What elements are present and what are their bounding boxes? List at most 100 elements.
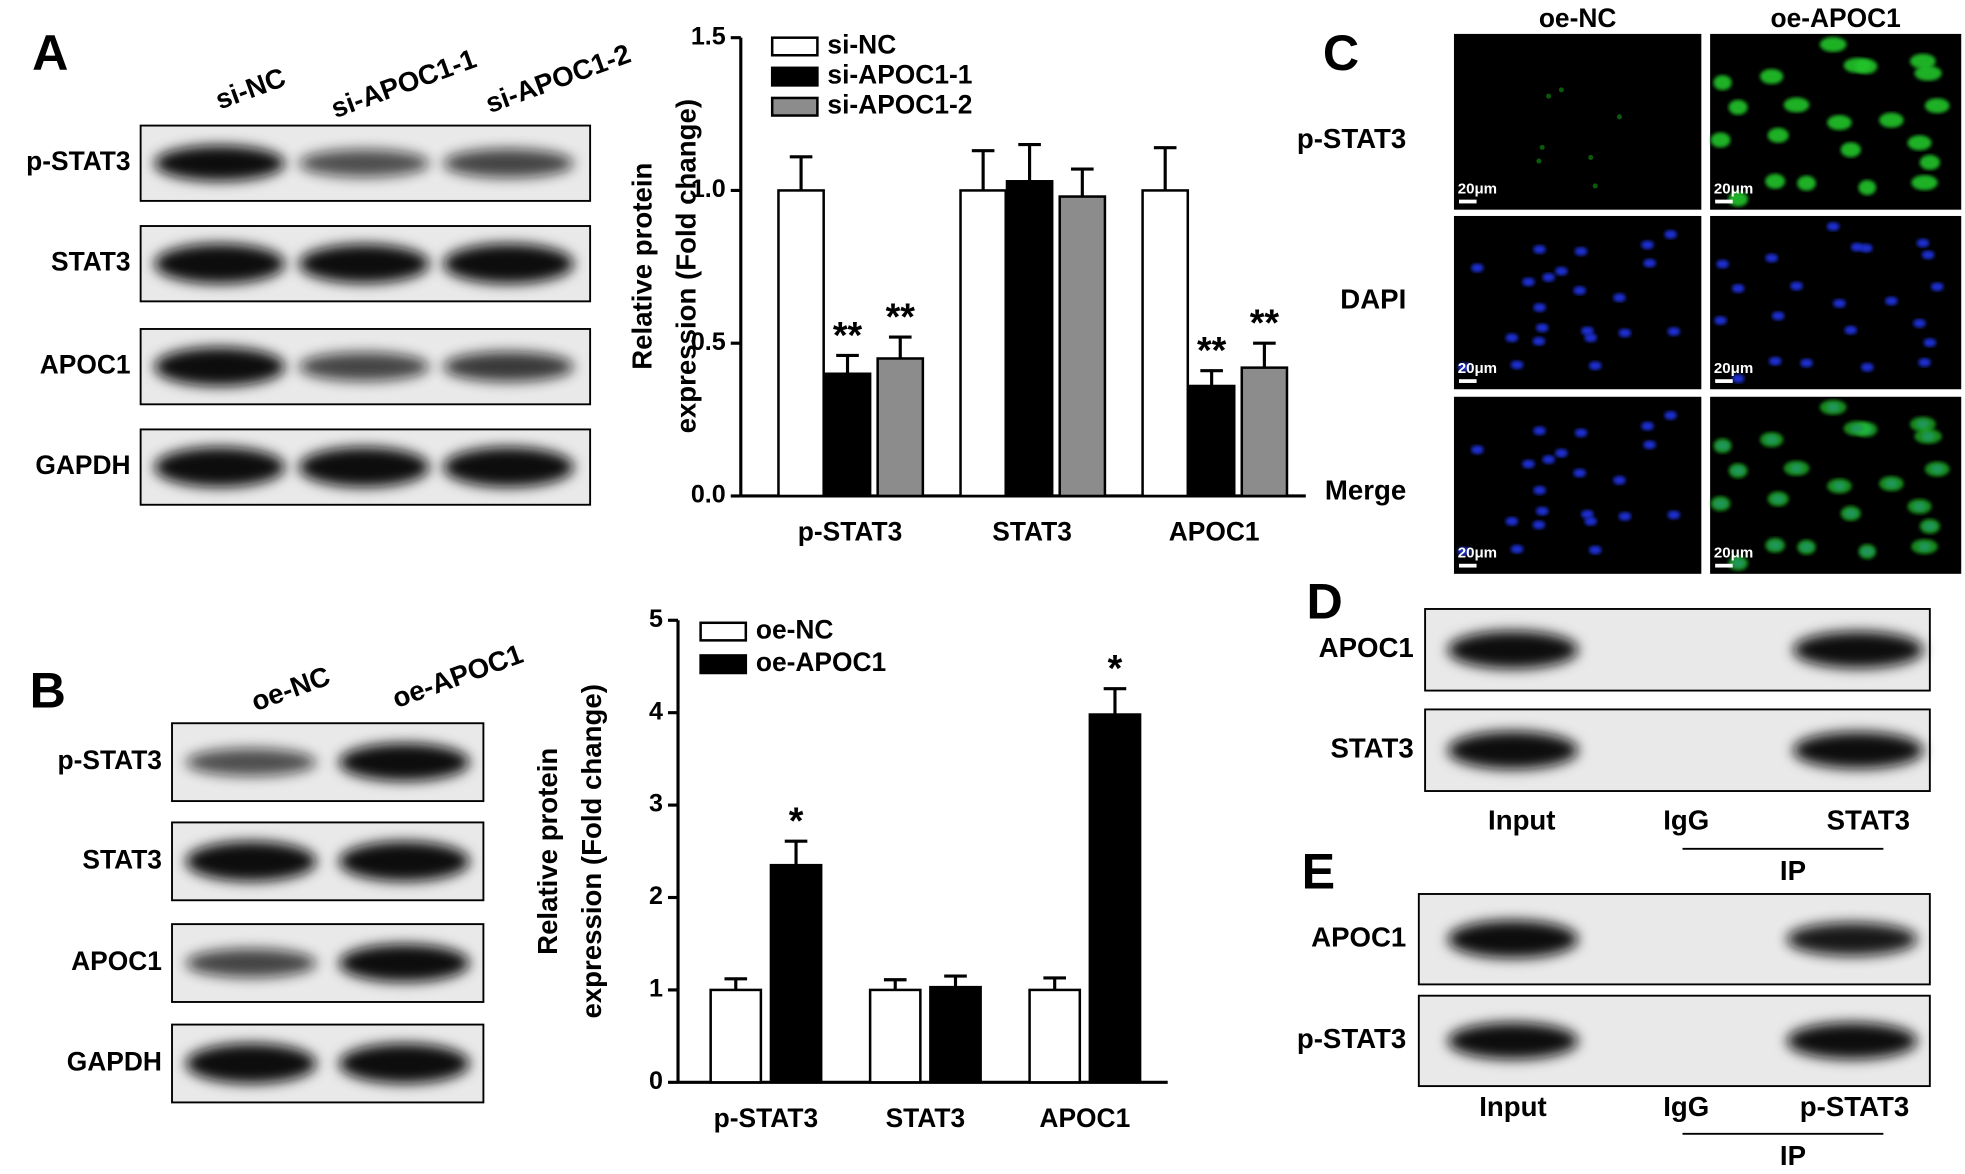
nucleus (1643, 440, 1656, 450)
nucleus (1555, 266, 1568, 276)
significance: ** (833, 314, 863, 356)
bar (1088, 713, 1142, 1084)
band (1447, 920, 1579, 959)
scale-label: 20μm (1714, 545, 1753, 562)
y-tick-label: 0 (649, 1067, 663, 1095)
nucleus (1471, 445, 1484, 455)
band (1792, 631, 1924, 669)
row-label: Merge (1325, 474, 1406, 505)
x-tick-label: STAT3 (886, 1103, 966, 1133)
band (185, 948, 317, 978)
legend-swatch (699, 621, 748, 642)
nucleus (1613, 293, 1626, 303)
cell (1536, 158, 1542, 164)
panel-letter: E (1302, 843, 1336, 899)
nucleus (1643, 258, 1656, 268)
nucleus (1542, 455, 1555, 464)
significance: ** (886, 295, 916, 337)
nucleus (1714, 316, 1727, 325)
row-label: APOC1 (1319, 632, 1414, 663)
x-tick-label: APOC1 (1039, 1103, 1130, 1133)
band (154, 447, 286, 488)
nucleus (1535, 506, 1549, 516)
cell (1588, 154, 1594, 161)
lane-label: si-NC (211, 61, 289, 115)
cell (1728, 191, 1749, 207)
band (443, 351, 574, 382)
band (185, 841, 317, 882)
scale-bar (1458, 199, 1477, 204)
cell (1710, 496, 1731, 512)
panel-letter: A (32, 25, 68, 81)
bar (1141, 189, 1190, 498)
nucleus (1618, 328, 1632, 338)
cell (1827, 115, 1852, 131)
error-bar (1018, 143, 1041, 182)
band (185, 1043, 317, 1084)
x-tick-label: STAT3 (992, 517, 1072, 547)
band (443, 243, 574, 284)
row-label: APOC1 (71, 946, 162, 976)
bar (777, 189, 825, 498)
error-bar (971, 149, 995, 191)
scale-label: 20μm (1714, 181, 1753, 198)
nucleus (1573, 286, 1586, 295)
lane-label: IgG (1663, 1091, 1709, 1122)
cell (1819, 399, 1847, 415)
image (1453, 215, 1702, 390)
nucleus (1921, 250, 1935, 260)
error-bar (724, 977, 748, 990)
y-axis-label: Relative protein (532, 748, 563, 955)
image (1453, 33, 1702, 210)
lane-label: oe-APOC1 (388, 638, 527, 714)
lane-label: Input (1479, 1091, 1546, 1122)
cell (1914, 65, 1942, 81)
nucleus (1790, 281, 1803, 291)
cell (1909, 53, 1936, 69)
nucleus (1532, 520, 1546, 530)
lane-label: p-STAT3 (1800, 1091, 1909, 1122)
nucleus (1833, 298, 1846, 308)
nucleus (1471, 263, 1484, 273)
nucleus (1885, 296, 1898, 306)
nucleus (1667, 327, 1681, 336)
lane-label: Input (1488, 805, 1555, 836)
error-bar (784, 839, 808, 866)
cell (1710, 132, 1731, 148)
nucleus (1716, 259, 1729, 269)
nucleus (1522, 277, 1535, 287)
nucleus (1641, 421, 1654, 431)
bar (1058, 195, 1107, 498)
scale-bar (1458, 379, 1477, 383)
cell (1765, 173, 1786, 189)
row-label: STAT3 (51, 247, 131, 277)
bar (1240, 366, 1289, 498)
cell (1616, 114, 1622, 120)
band (1447, 731, 1579, 770)
nucleus (1542, 272, 1555, 282)
scale-bar (1715, 563, 1733, 568)
bar (1028, 988, 1082, 1084)
band (154, 145, 286, 182)
band (443, 447, 574, 488)
cell (1728, 463, 1748, 479)
scale-label: 20μm (1458, 181, 1497, 198)
legend-label: oe-NC (756, 615, 834, 645)
cell (1840, 142, 1861, 158)
column-label: oe-APOC1 (1770, 3, 1900, 33)
cell (1924, 98, 1950, 114)
nucleus (1588, 361, 1602, 371)
nucleus (1505, 333, 1519, 343)
nucleus (1584, 333, 1597, 343)
nucleus (1457, 362, 1471, 372)
y-tick-label: 0.0 (691, 481, 726, 509)
nucleus (1588, 545, 1602, 555)
band (298, 447, 430, 488)
group-label: IP (1780, 1140, 1806, 1171)
nucleus (1930, 282, 1944, 292)
cell (1797, 175, 1816, 191)
nucleus (1581, 326, 1594, 336)
nucleus (1664, 411, 1677, 420)
y-tick-label: 1.5 (691, 22, 726, 50)
cell (1879, 112, 1904, 128)
